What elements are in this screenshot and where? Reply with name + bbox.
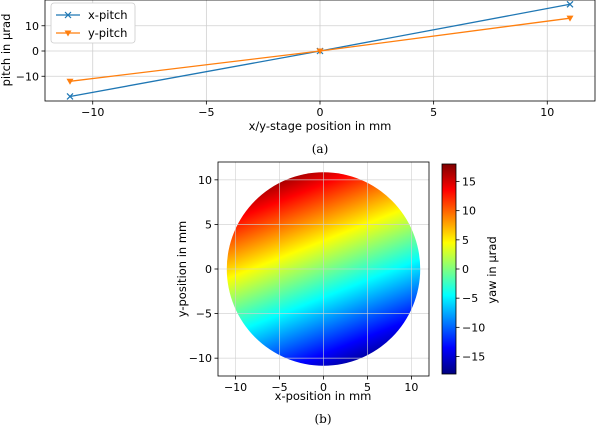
chart-a-xtick-label: 0 — [317, 106, 324, 119]
colorbar-tick-label: −10 — [462, 321, 485, 334]
chart-a-xtick-label: −10 — [81, 106, 104, 119]
chart-a-ylabel: pitch in µrad — [0, 14, 13, 87]
chart-b-ticks: −10 −5 0 5 10 −10 −5 0 5 10 — [189, 174, 419, 394]
chart-a-ticks: −10 −5 0 5 10 −10 0 10 — [16, 20, 554, 119]
chart-a-ytick-label: 0 — [32, 45, 39, 58]
colorbar-gradient — [441, 163, 457, 375]
colorbar-label: yaw in µrad — [485, 236, 499, 303]
colorbar-tick-label: 0 — [462, 263, 469, 276]
data-point-y-pitch — [316, 48, 324, 55]
yaw-heatmap-chart: −10 −5 0 5 10 −10 −5 0 5 10 x-position in mm y-po… — [175, 161, 499, 426]
data-point-x-pitch — [66, 93, 74, 100]
chart-a-ytick-label: −10 — [16, 70, 39, 83]
chart-b-xtick-label: −5 — [271, 381, 287, 394]
chart-b-xtick-label: −10 — [224, 381, 247, 394]
data-point-y-pitch — [566, 15, 574, 22]
chart-a-xlabel: x/y-stage position in mm — [249, 119, 392, 133]
legend-y-pitch-label: y-pitch — [88, 26, 127, 40]
colorbar-tick-label: −15 — [462, 351, 485, 364]
chart-b-ytick-label: −10 — [189, 352, 212, 365]
colorbar: 15 10 5 0 −5 −10 −15 yaw in µrad — [441, 163, 499, 375]
chart-a-xtick-label: 10 — [540, 106, 554, 119]
chart-a-markers — [66, 0, 574, 100]
pitch-line-chart: −10 −5 0 5 10 −10 0 10 x-pitch y-pitch x/y-stag… — [0, 0, 596, 156]
chart-b-xtick-label: 10 — [404, 381, 418, 394]
data-point-y-pitch — [66, 78, 74, 85]
data-point-x-pitch — [566, 0, 574, 8]
chart-b-ytick-label: 5 — [205, 218, 212, 231]
chart-b-ytick-label: 0 — [205, 263, 212, 276]
chart-b-ytick-label: −5 — [196, 308, 212, 321]
caption-b: (b) — [314, 412, 331, 426]
colorbar-tick-label: 5 — [462, 234, 469, 247]
colorbar-tick-label: 10 — [462, 205, 476, 218]
chart-b-xtick-label: 5 — [364, 381, 371, 394]
chart-b-xlabel: x-position in mm — [275, 389, 372, 403]
chart-a-ytick-label: 10 — [25, 20, 39, 33]
legend-x-pitch-label: x-pitch — [88, 8, 128, 22]
chart-b-xtick-label: 0 — [320, 381, 327, 394]
legend-y-pitch-marker — [64, 30, 72, 37]
caption-a: (a) — [312, 142, 329, 156]
chart-a-xtick-label: −5 — [198, 106, 214, 119]
chart-b-ylabel: y-position in mm — [175, 221, 189, 318]
legend-x-pitch-marker — [64, 11, 72, 19]
chart-a-xtick-label: 5 — [430, 106, 437, 119]
colorbar-tick-label: −5 — [462, 292, 478, 305]
chart-b-grid — [218, 162, 429, 376]
chart-b-ytick-label: 10 — [198, 174, 212, 187]
chart-a-legend: x-pitch y-pitch — [50, 2, 136, 44]
colorbar-ticks: 15 10 5 0 −5 −10 −15 — [456, 176, 485, 364]
colorbar-tick-label: 15 — [462, 176, 476, 189]
